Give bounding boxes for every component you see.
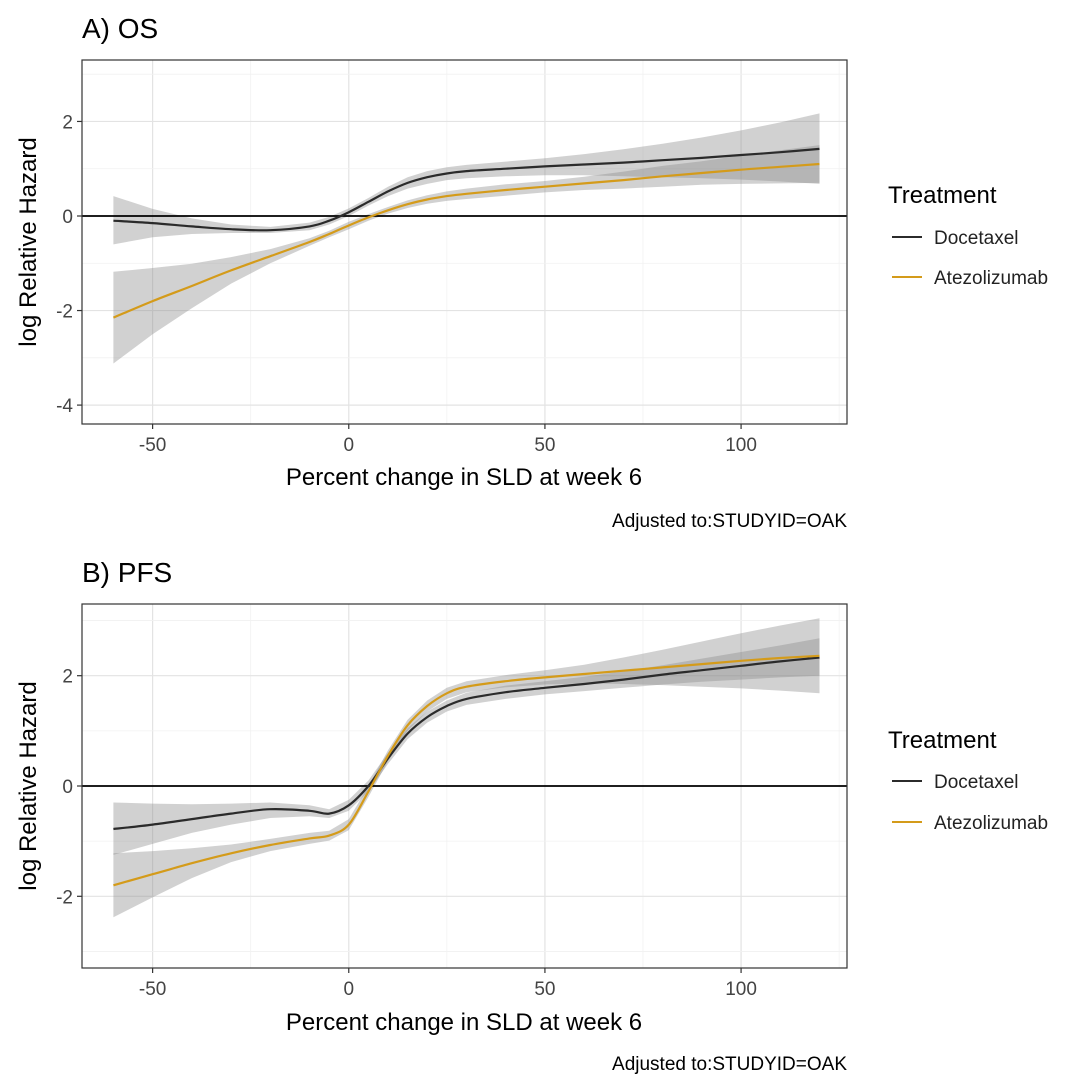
x-tick-label: 100 [725, 435, 757, 456]
caption: Adjusted to:STUDYID=OAK [612, 511, 847, 532]
y-axis-ticks: -2 0 2 [56, 667, 82, 908]
x-axis-ticks: -50 0 50 100 [139, 968, 757, 1000]
y-tick-label: 0 [62, 207, 73, 228]
series-line-atezolizumab [112, 162, 820, 319]
y-tick-label: 2 [62, 112, 73, 133]
x-tick-label: 50 [534, 435, 555, 456]
legend-label-docetaxel: Docetaxel [934, 772, 1019, 793]
panel-title: B) PFS [82, 557, 172, 588]
panel-title: A) OS [82, 13, 158, 44]
y-tick-label: -2 [56, 887, 73, 908]
x-axis-label: Percent change in SLD at week 6 [286, 1009, 642, 1036]
x-tick-label: 0 [343, 435, 354, 456]
y-tick-label: 2 [62, 667, 73, 688]
x-tick-label: 0 [343, 979, 354, 1000]
x-tick-label: 100 [725, 979, 757, 1000]
x-tick-label: -50 [139, 979, 166, 1000]
plot-background [82, 60, 847, 424]
series-lines [113, 654, 820, 887]
y-axis-label: log Relative Hazard [15, 137, 42, 346]
x-tick-label: 50 [534, 979, 555, 1000]
caption: Adjusted to:STUDYID=OAK [612, 1054, 847, 1075]
confidence-band-docetaxel [113, 113, 820, 245]
panel-pfs: B) PFS -50 0 50 100 -2 0 2 Percent change in … [15, 557, 1048, 1075]
panel-os: A) OS -50 0 50 100 -4 -2 0 2 Percent change in… [15, 13, 1048, 532]
series-line-atezolizumab [113, 654, 820, 887]
y-tick-label: 0 [62, 777, 73, 798]
y-axis-label: log Relative Hazard [15, 681, 42, 890]
legend-label-docetaxel: Docetaxel [934, 228, 1019, 249]
legend-title: Treatment [888, 182, 997, 209]
x-axis-ticks: -50 0 50 100 [139, 424, 757, 456]
plot-border [81, 59, 848, 425]
x-tick-label: -50 [139, 435, 166, 456]
legend: Treatment Docetaxel Atezolizumab [888, 727, 1048, 834]
legend: Treatment Docetaxel Atezolizumab [888, 182, 1048, 289]
confidence-band-atezolizumab [113, 145, 820, 364]
confidence-bands [113, 113, 820, 364]
legend-label-atezolizumab: Atezolizumab [934, 813, 1048, 834]
y-axis-ticks: -4 -2 0 2 [56, 112, 82, 417]
series-line-docetaxel [113, 656, 820, 831]
y-tick-label: -2 [56, 302, 73, 323]
y-tick-label: -4 [56, 396, 73, 417]
series-lines [112, 147, 820, 319]
legend-label-atezolizumab: Atezolizumab [934, 268, 1048, 289]
legend-title: Treatment [888, 727, 997, 754]
series-line-docetaxel [113, 147, 820, 232]
x-axis-label: Percent change in SLD at week 6 [286, 464, 642, 491]
